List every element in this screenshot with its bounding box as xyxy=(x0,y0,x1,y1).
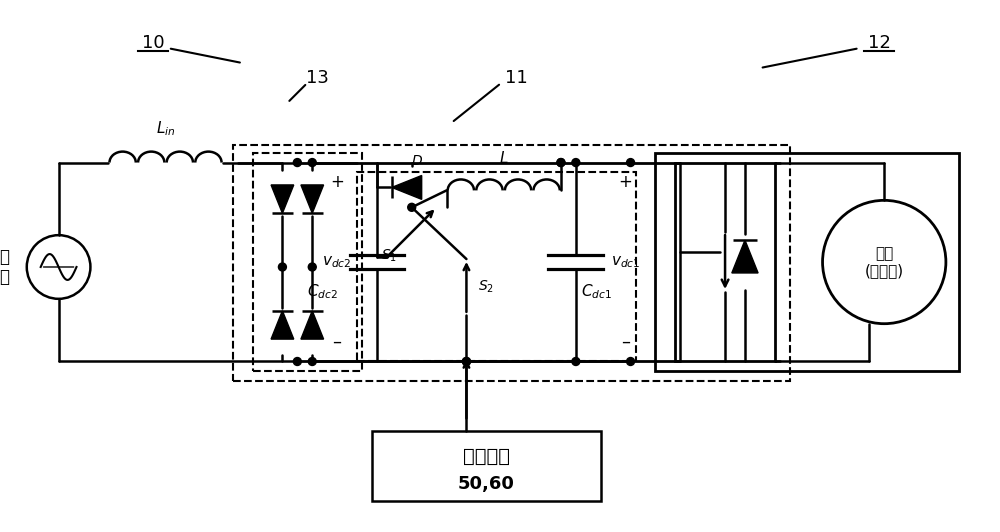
FancyBboxPatch shape xyxy=(372,431,601,501)
Text: 12: 12 xyxy=(868,34,891,52)
Polygon shape xyxy=(301,311,324,339)
Bar xyxy=(655,153,959,371)
Text: +: + xyxy=(330,173,344,192)
Text: $S_1$: $S_1$ xyxy=(381,247,397,263)
Text: 50,60: 50,60 xyxy=(458,475,515,493)
Polygon shape xyxy=(271,311,294,339)
Bar xyxy=(675,163,775,361)
Circle shape xyxy=(308,358,316,365)
Text: 11: 11 xyxy=(505,69,528,87)
Circle shape xyxy=(293,159,301,167)
Text: $C_{dc1}$: $C_{dc1}$ xyxy=(581,282,612,301)
Text: 电
网: 电 网 xyxy=(0,247,9,286)
Circle shape xyxy=(557,159,565,167)
Text: 10: 10 xyxy=(142,34,164,52)
Text: –: – xyxy=(621,332,630,351)
Circle shape xyxy=(572,358,580,365)
Circle shape xyxy=(572,159,580,167)
Text: $v_{dc2}$: $v_{dc2}$ xyxy=(322,254,352,270)
Circle shape xyxy=(462,358,470,365)
Circle shape xyxy=(627,358,635,365)
Text: $D$: $D$ xyxy=(411,154,423,168)
Polygon shape xyxy=(732,240,758,273)
Text: +: + xyxy=(619,173,633,192)
Circle shape xyxy=(308,263,316,271)
Text: $C_{dc2}$: $C_{dc2}$ xyxy=(307,282,338,301)
Circle shape xyxy=(557,159,565,167)
Circle shape xyxy=(462,358,470,365)
Polygon shape xyxy=(271,185,294,213)
Circle shape xyxy=(627,159,635,167)
Text: 控制装置: 控制装置 xyxy=(463,446,510,466)
Polygon shape xyxy=(392,176,422,200)
Text: 13: 13 xyxy=(306,69,329,87)
Circle shape xyxy=(408,203,416,211)
Circle shape xyxy=(278,263,286,271)
Text: –: – xyxy=(333,332,342,351)
Text: $v_{dc1}$: $v_{dc1}$ xyxy=(611,254,640,270)
Circle shape xyxy=(293,358,301,365)
Circle shape xyxy=(308,159,316,167)
Text: 空调
(压缩机): 空调 (压缩机) xyxy=(865,246,904,278)
Text: $S_2$: $S_2$ xyxy=(478,279,494,295)
Text: $L_{in}$: $L_{in}$ xyxy=(156,119,175,138)
Text: $L$: $L$ xyxy=(499,149,509,165)
Polygon shape xyxy=(301,185,324,213)
